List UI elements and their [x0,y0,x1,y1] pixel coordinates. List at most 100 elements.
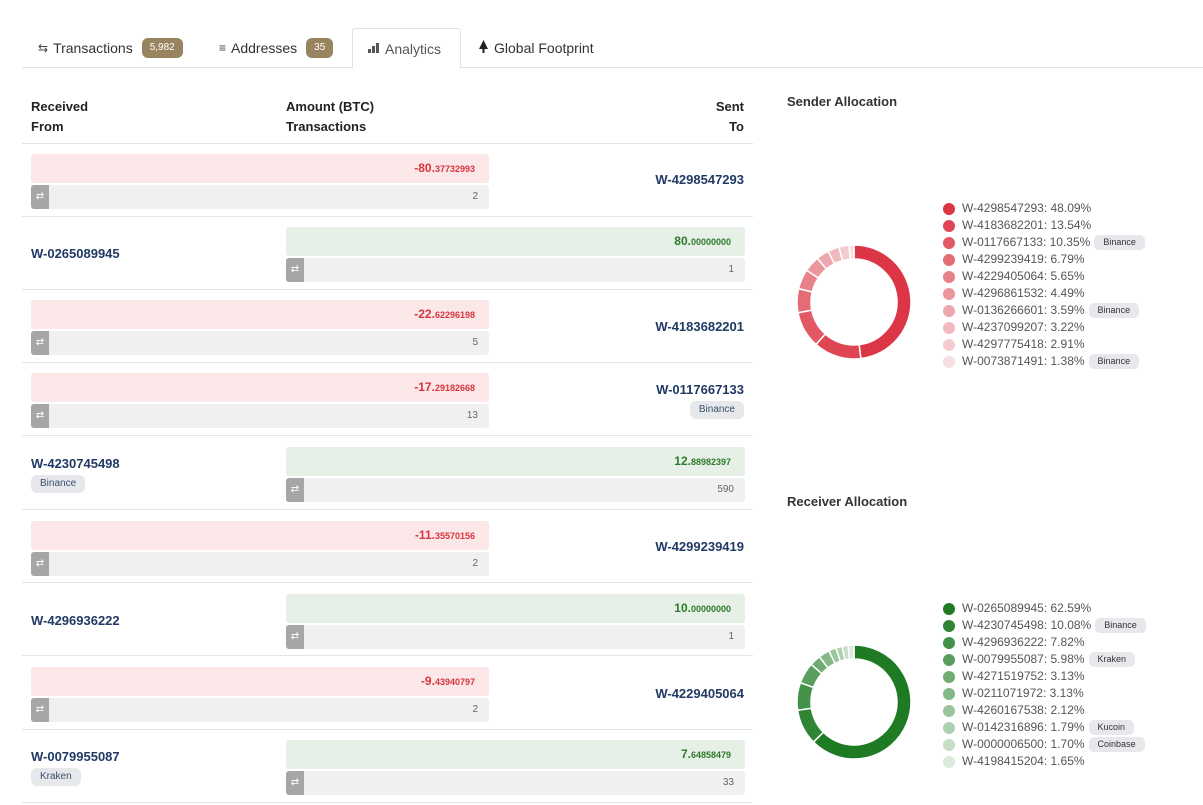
legend-dot-icon [943,670,955,683]
amount-bar: 12.88982397 [286,447,745,476]
tab-transactions[interactable]: ⇆ Transactions 5,982 [38,28,183,68]
legend-item[interactable]: W-0142316896: 1.79% Kucoin [943,719,1146,736]
table-row[interactable]: W-4296936222 10.00000000 ⇄ 1 [22,583,753,656]
donut-slice[interactable] [796,707,825,744]
tab-addresses[interactable]: ≡ Addresses 35 [219,28,334,68]
amount-bar: -22.62296198 [31,300,489,329]
recipient-address[interactable]: W-0117667133 [656,382,744,397]
table-row[interactable]: -80.37732993 ⇄ 2 W-4298547293 [22,144,753,217]
count-badge: 35 [306,38,334,58]
transaction-count-bar: ⇄ 5 [31,331,489,355]
legend-item[interactable]: W-0117667133: 10.35% Binance [943,234,1145,251]
legend-item[interactable]: W-4198415204: 1.65% [943,753,1146,770]
recipient-address[interactable]: W-4229405064 [655,686,744,701]
tab-label: Addresses [231,40,298,56]
legend-item[interactable]: W-0211071972: 3.13% [943,685,1146,702]
table-row[interactable]: W-0079955087 Kraken 7.64858479 ⇄ 33 [22,730,753,803]
sender-address[interactable]: W-4230745498 [31,456,120,471]
table-header: Received From Amount (BTC) Transactions … [22,95,753,144]
sender-allocation-donut [796,244,912,360]
exchange-tag: Binance [1088,354,1140,369]
legend-item[interactable]: W-4260167538: 2.12% [943,702,1146,719]
donut-slice[interactable] [847,644,855,661]
legend-item[interactable]: W-4297775418: 2.91% [943,336,1145,353]
transaction-count-bar: ⇄ 1 [286,258,745,282]
sender-address[interactable]: W-0265089945 [31,246,120,261]
table-row[interactable]: W-4230745498 Binance 12.88982397 ⇄ 590 [22,437,753,510]
tab-label: Transactions [53,40,133,56]
table-row[interactable]: -9.43940797 ⇄ 2 W-4229405064 [22,657,753,730]
legend-item[interactable]: W-0136266601: 3.59% Binance [943,302,1145,319]
legend-item[interactable]: W-4296936222: 7.82% [943,634,1146,651]
table-row[interactable]: -17.29182668 ⇄ 13 W-0117667133 Binance [22,363,753,436]
legend-label: W-0000006500: 1.70% [962,737,1085,751]
sender-address[interactable]: W-4296936222 [31,613,120,628]
legend-dot-icon [943,270,955,283]
swap-icon: ⇄ [31,404,49,428]
transaction-count-bar: ⇄ 2 [31,185,489,209]
received-from-header: Received From [31,99,89,134]
legend-item[interactable]: W-4230745498: 10.08% Binance [943,617,1146,634]
legend-item[interactable]: W-0073871491: 1.38% Binance [943,353,1145,370]
swap-icon: ⇄ [31,331,49,355]
legend-item[interactable]: W-4299239419: 6.79% [943,251,1145,268]
transaction-count-bar: ⇄ 590 [286,478,745,502]
exchange-tag: Kucoin [1088,720,1135,735]
legend-item[interactable]: W-4229405064: 5.65% [943,268,1145,285]
legend-dot-icon [943,738,955,751]
legend-item[interactable]: W-4296861532: 4.49% [943,285,1145,302]
legend-item[interactable]: W-4271519752: 3.13% [943,668,1146,685]
donut-slice[interactable] [853,244,912,360]
swap-arrows-icon: ⇆ [38,41,49,55]
legend-item[interactable]: W-4237099207: 3.22% [943,319,1145,336]
legend-dot-icon [943,721,955,734]
transaction-count-bar: ⇄ 2 [31,698,489,722]
list-icon: ≡ [219,41,227,55]
exchange-tag: Kraken [31,768,81,786]
tab-analytics[interactable]: Analytics [352,28,461,69]
legend-item[interactable]: W-4183682201: 13.54% [943,217,1145,234]
sender-address[interactable]: W-0079955087 [31,749,120,764]
bar-chart-icon [368,42,380,56]
donut-slice[interactable] [812,644,912,760]
legend-label: W-0073871491: 1.38% [962,354,1085,368]
exchange-tag: Binance [1095,618,1146,633]
legend-item[interactable]: W-0265089945: 62.59% [943,600,1146,617]
transaction-count-bar: ⇄ 33 [286,771,745,795]
exchange-tag: Binance [31,475,86,493]
table-row[interactable]: -11.35570156 ⇄ 2 W-4299239419 [22,510,753,583]
tree-icon [478,40,489,56]
amount-bar: 80.00000000 [286,227,745,256]
table-row[interactable]: -22.62296198 ⇄ 5 W-4183682201 [22,290,753,363]
tab-global-footprint[interactable]: Global Footprint [478,28,594,68]
amount-bar: -80.37732993 [31,154,489,183]
legend-item[interactable]: W-4298547293: 48.09% [943,200,1145,217]
exchange-tag: Binance [1094,235,1145,250]
table-row[interactable]: W-0265089945 80.00000000 ⇄ 1 [22,217,753,290]
count-badge: 5,982 [141,38,183,58]
exchange-tag: Kraken [1088,652,1136,667]
legend-label: W-4229405064: 5.65% [962,269,1085,283]
swap-icon: ⇄ [31,552,49,576]
legend-label: W-4198415204: 1.65% [962,754,1085,768]
legend-dot-icon [943,338,955,351]
legend-dot-icon [943,219,955,232]
donut-slice[interactable] [848,244,855,260]
legend-dot-icon [943,236,955,249]
legend-dot-icon [943,253,955,266]
legend-label: W-4298547293: 48.09% [962,201,1092,215]
swap-icon: ⇄ [286,258,304,282]
donut-slice[interactable] [796,287,814,314]
tab-label: Global Footprint [494,40,594,56]
donut-slice[interactable] [797,309,827,346]
exchange-tag: Binance [1088,303,1140,318]
legend-dot-icon [943,202,955,215]
legend-item[interactable]: W-0079955087: 5.98% Kraken [943,651,1146,668]
recipient-address[interactable]: W-4299239419 [655,539,744,554]
recipient-address[interactable]: W-4183682201 [655,319,744,334]
sender-allocation-title: Sender Allocation [787,94,898,109]
legend-item[interactable]: W-0000006500: 1.70% Coinbase [943,736,1146,753]
exchange-tag: Binance [689,401,744,419]
amount-bar: -11.35570156 [31,521,489,550]
recipient-address[interactable]: W-4298547293 [655,172,744,187]
